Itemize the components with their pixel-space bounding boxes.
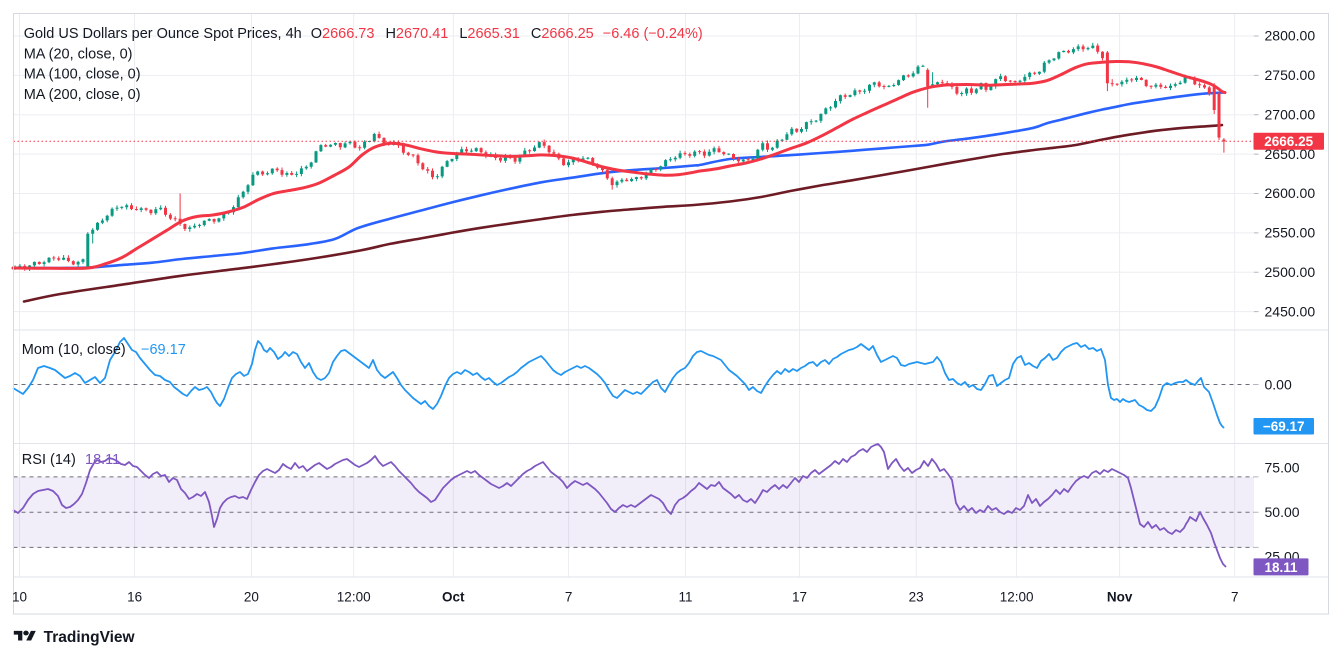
svg-text:75.00: 75.00 — [1265, 460, 1300, 476]
svg-text:RSI (14) 18.11: RSI (14) 18.11 — [22, 452, 120, 468]
svg-text:2600.00: 2600.00 — [1265, 185, 1316, 201]
svg-text:7: 7 — [1231, 589, 1239, 604]
svg-text:17: 17 — [792, 589, 807, 604]
svg-text:12:00: 12:00 — [1000, 589, 1034, 604]
svg-text:Oct: Oct — [442, 589, 465, 604]
svg-text:2800.00: 2800.00 — [1265, 28, 1316, 44]
svg-text:18.11: 18.11 — [1264, 560, 1298, 575]
svg-text:11: 11 — [678, 589, 692, 604]
svg-text:MA (100, close, 0): MA (100, close, 0) — [24, 67, 141, 83]
svg-text:Gold US Dollars per Ounce Spot: Gold US Dollars per Ounce Spot Prices, 4… — [24, 26, 703, 42]
svg-text:MA (200, close, 0): MA (200, close, 0) — [24, 87, 141, 103]
svg-text:−69.17: −69.17 — [1263, 419, 1305, 434]
svg-text:2666.25: 2666.25 — [1264, 134, 1313, 149]
svg-text:Mom (10, close) −69.17: Mom (10, close) −69.17 — [22, 342, 186, 358]
svg-text:Nov: Nov — [1107, 589, 1133, 604]
svg-text:0.00: 0.00 — [1265, 376, 1292, 392]
svg-text:50.00: 50.00 — [1265, 504, 1300, 520]
svg-text:7: 7 — [565, 589, 573, 604]
svg-text:2450.00: 2450.00 — [1265, 303, 1316, 319]
svg-text:TradingView: TradingView — [44, 629, 136, 646]
svg-text:16: 16 — [127, 589, 142, 604]
svg-text:2550.00: 2550.00 — [1265, 225, 1316, 241]
svg-text:MA (20, close, 0): MA (20, close, 0) — [24, 46, 133, 62]
svg-text:12:00: 12:00 — [337, 589, 371, 604]
svg-text:10: 10 — [12, 589, 27, 604]
svg-text:2750.00: 2750.00 — [1265, 67, 1316, 83]
svg-text:20: 20 — [244, 589, 259, 604]
svg-text:23: 23 — [909, 589, 924, 604]
svg-text:2700.00: 2700.00 — [1265, 107, 1316, 123]
svg-text:2500.00: 2500.00 — [1265, 264, 1316, 280]
